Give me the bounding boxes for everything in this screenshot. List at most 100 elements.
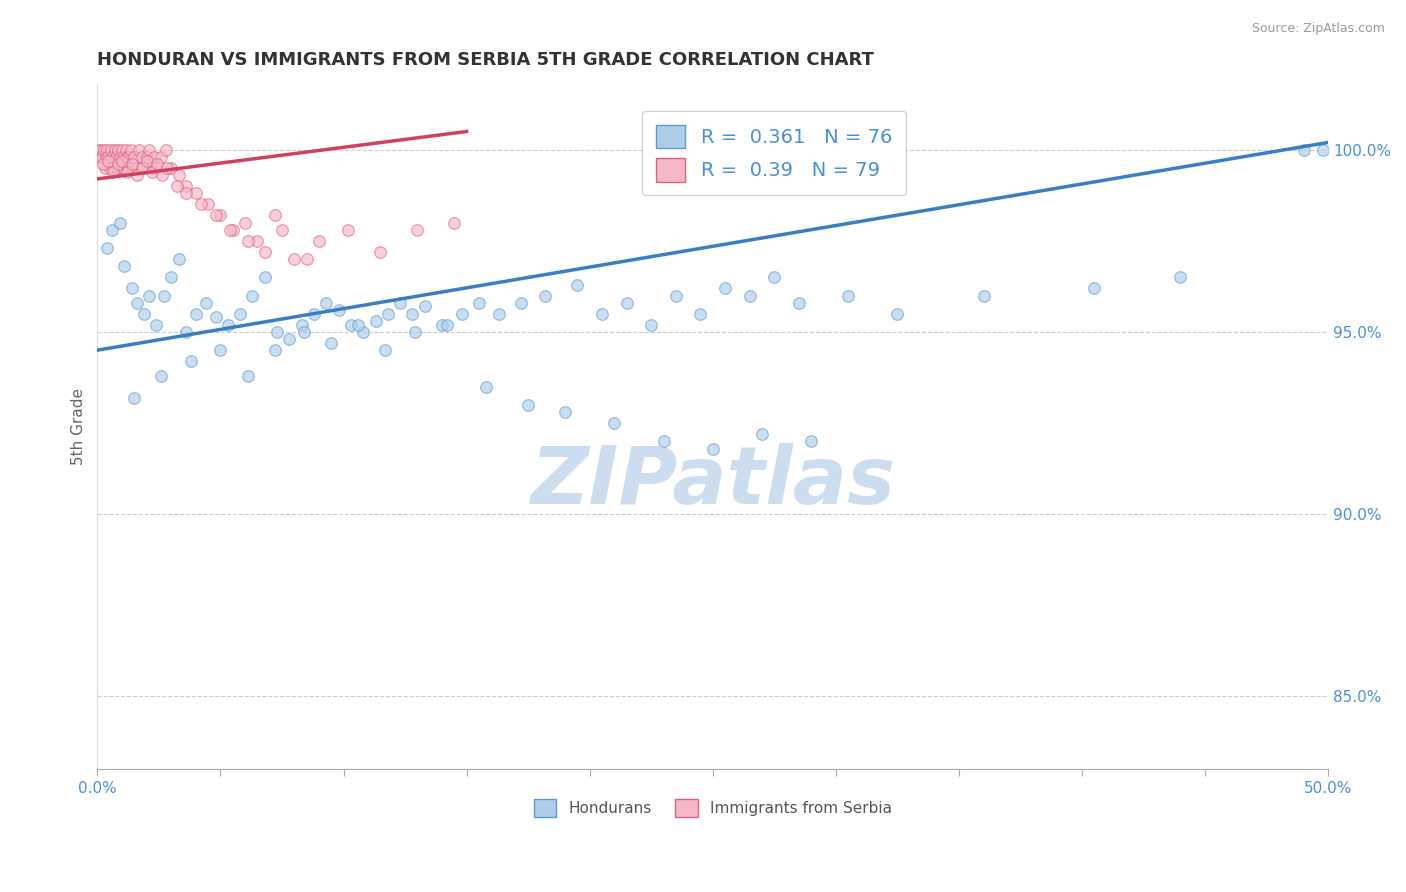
Point (374, 343, 396, 358)
Point (364, 314, 387, 328)
Point (156, 161, 179, 175)
Point (837, 288, 859, 302)
Point (174, 325, 197, 339)
Point (973, 288, 995, 302)
Point (291, 318, 314, 332)
Point (517, 398, 540, 412)
Point (150, 368, 173, 383)
Point (1083, 281, 1105, 295)
Point (127, 168, 149, 182)
Point (229, 307, 252, 321)
Point (105, 161, 128, 175)
Point (263, 208, 285, 222)
Point (96, 143, 118, 157)
Point (404, 325, 426, 339)
Point (209, 343, 232, 358)
Point (321, 335, 343, 350)
Point (134, 161, 156, 175)
Point (640, 318, 662, 332)
Legend: Hondurans, Immigrants from Serbia: Hondurans, Immigrants from Serbia (527, 792, 898, 823)
Point (714, 281, 737, 295)
Point (665, 288, 688, 302)
Point (111, 143, 134, 157)
Point (509, 295, 531, 310)
Point (337, 223, 360, 237)
Point (370, 244, 392, 259)
Point (160, 161, 183, 175)
Point (138, 143, 160, 157)
Point (430, 318, 453, 332)
Point (121, 281, 143, 295)
Point (146, 157, 169, 171)
Point (534, 288, 557, 302)
Point (112, 260, 135, 274)
Point (101, 223, 124, 237)
Point (160, 270, 183, 285)
Point (145, 318, 167, 332)
Point (145, 161, 167, 175)
Point (125, 161, 148, 175)
Point (763, 270, 786, 285)
Point (112, 150, 135, 164)
Point (271, 223, 294, 237)
Point (787, 295, 810, 310)
Point (97, 153, 120, 168)
Point (90, 143, 112, 157)
Point (101, 150, 124, 164)
Point (176, 186, 198, 201)
Point (554, 405, 576, 419)
Point (180, 354, 202, 368)
Point (591, 307, 613, 321)
Point (135, 150, 157, 164)
Point (141, 161, 163, 175)
Point (136, 153, 159, 168)
Point (150, 150, 173, 164)
Point (117, 161, 139, 175)
Point (689, 307, 711, 321)
Point (352, 325, 374, 339)
Point (111, 153, 134, 168)
Point (89, 150, 111, 164)
Point (167, 252, 190, 266)
Point (475, 379, 498, 393)
Point (204, 310, 226, 325)
Text: HONDURAN VS IMMIGRANTS FROM SERBIA 5TH GRADE CORRELATION CHART: HONDURAN VS IMMIGRANTS FROM SERBIA 5TH G… (97, 51, 875, 69)
Point (278, 332, 301, 346)
Point (124, 391, 146, 405)
Point (886, 307, 908, 321)
Point (124, 150, 146, 164)
Point (401, 307, 423, 321)
Point (184, 186, 207, 201)
Point (219, 223, 242, 237)
Point (87, 143, 110, 157)
Point (190, 197, 212, 211)
Point (93, 143, 115, 157)
Point (616, 295, 638, 310)
Point (738, 288, 761, 302)
Point (236, 368, 259, 383)
Point (1170, 270, 1192, 285)
Point (751, 427, 773, 442)
Point (128, 143, 150, 157)
Point (121, 157, 143, 171)
Point (204, 208, 226, 222)
Point (377, 307, 399, 321)
Point (266, 325, 288, 339)
Point (98, 161, 121, 175)
Point (488, 307, 510, 321)
Point (233, 216, 256, 230)
Point (800, 434, 823, 449)
Point (436, 318, 458, 332)
Point (603, 416, 626, 430)
Point (302, 307, 325, 321)
Point (253, 244, 276, 259)
Point (112, 161, 135, 175)
Point (389, 295, 412, 310)
Point (242, 288, 264, 302)
Point (253, 270, 276, 285)
Point (308, 234, 330, 248)
Point (567, 277, 589, 292)
Point (91, 150, 114, 164)
Point (153, 288, 176, 302)
Point (114, 143, 136, 157)
